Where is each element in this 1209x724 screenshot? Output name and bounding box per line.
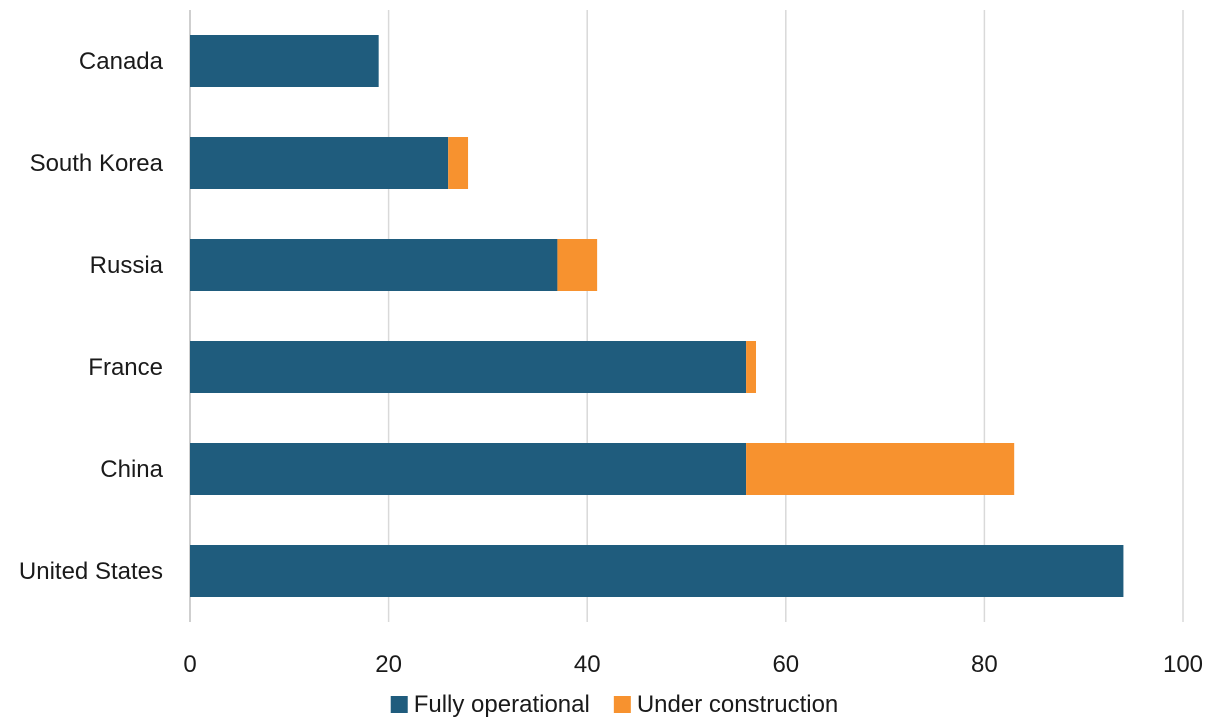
bar-fully-operational-china (190, 443, 746, 495)
bar-under-construction-china (746, 443, 1014, 495)
x-tick-label: 40 (574, 651, 601, 678)
x-tick-label: 20 (375, 651, 402, 678)
bar-under-construction-france (746, 341, 756, 393)
legend-label-fully-operational: Fully operational (414, 691, 590, 718)
bar-fully-operational-south-korea (190, 137, 448, 189)
bar-under-construction-russia (557, 239, 597, 291)
bar-fully-operational-canada (190, 35, 379, 87)
category-label: Russia (90, 252, 164, 279)
category-label: China (100, 456, 163, 483)
x-tick-label: 80 (971, 651, 998, 678)
category-label: Canada (79, 48, 164, 75)
legend-label-under-construction: Under construction (637, 691, 838, 718)
bar-fully-operational-russia (190, 239, 557, 291)
category-label: United States (19, 558, 163, 585)
bar-fully-operational-united-states (190, 545, 1123, 597)
bar-under-construction-south-korea (448, 137, 468, 189)
x-tick-label: 100 (1163, 651, 1203, 678)
category-label: South Korea (30, 150, 164, 177)
bar-fully-operational-france (190, 341, 746, 393)
legend-swatch-fully-operational (391, 696, 408, 713)
legend-swatch-under-construction (614, 696, 631, 713)
category-label: France (88, 354, 163, 381)
x-tick-label: 0 (183, 651, 196, 678)
x-tick-label: 60 (772, 651, 799, 678)
